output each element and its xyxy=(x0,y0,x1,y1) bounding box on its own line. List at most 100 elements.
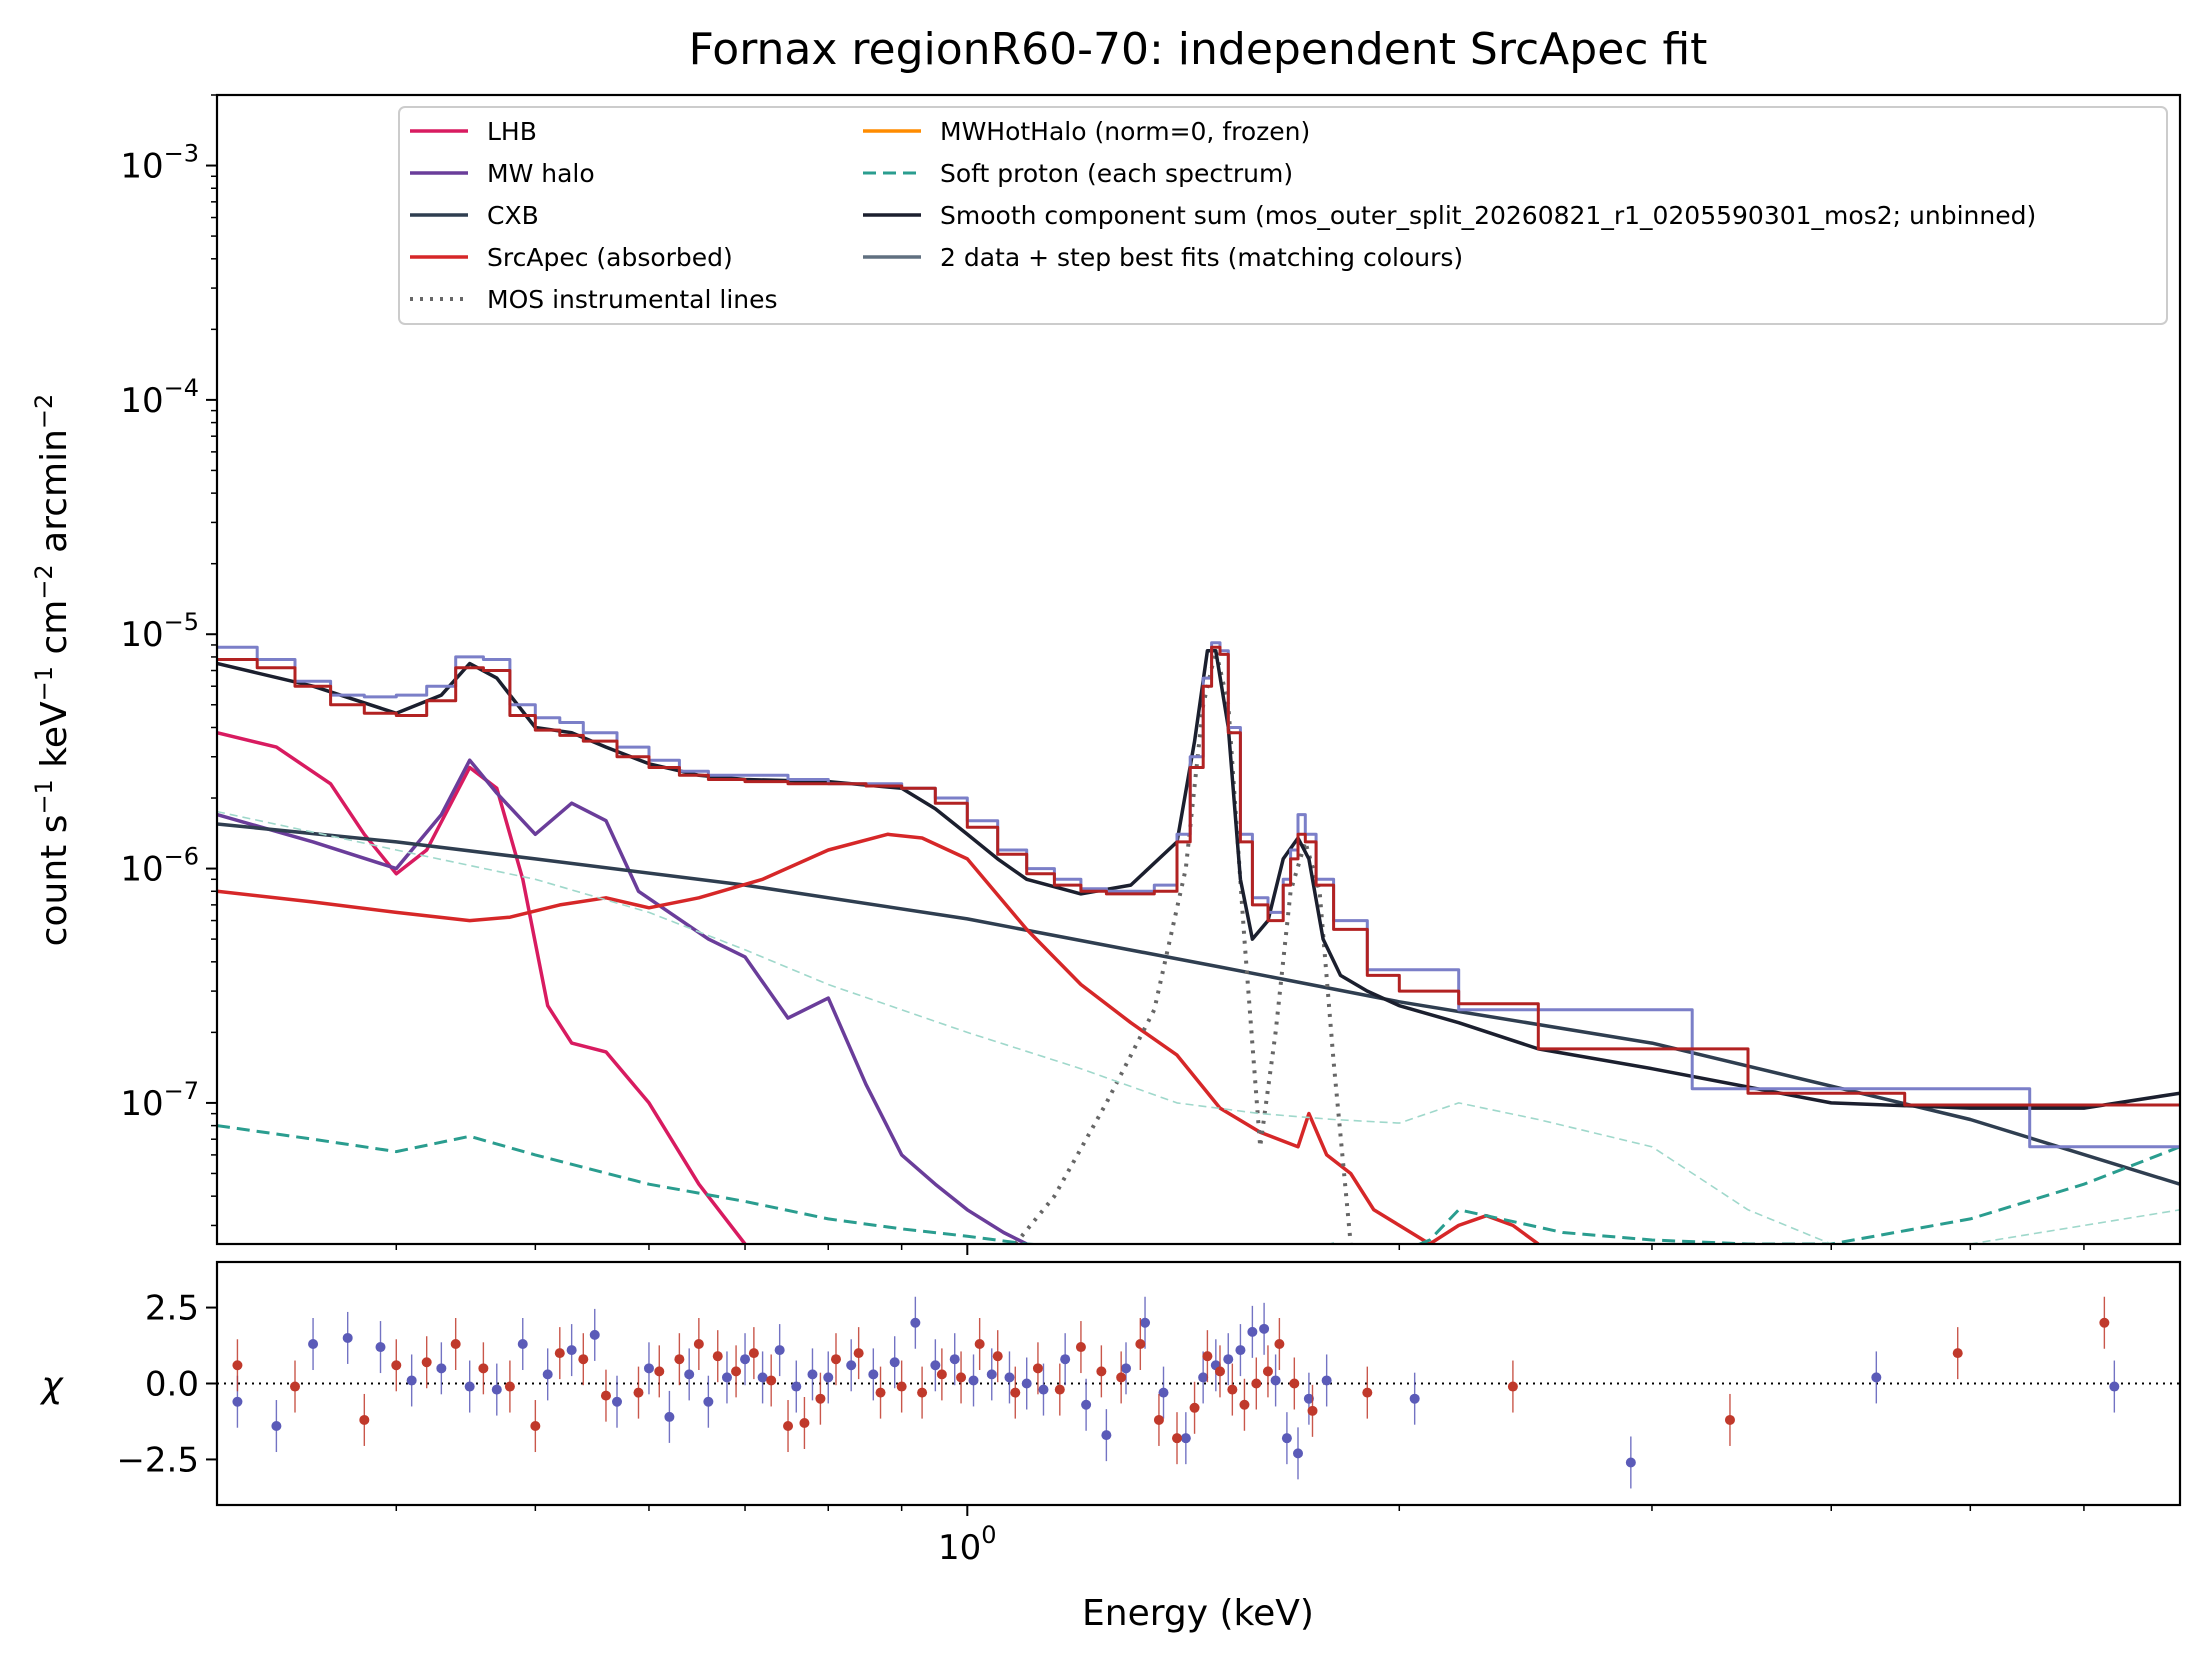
residual-point xyxy=(986,1369,997,1380)
residual-point xyxy=(846,1360,857,1371)
legend-label-srcapec-absorbed: SrcApec (absorbed) xyxy=(487,243,733,272)
residual-point xyxy=(766,1375,777,1386)
residual-point xyxy=(2109,1381,2120,1392)
legend-label-mw-halo: MW halo xyxy=(487,159,595,188)
y-tick-label: 10−4 xyxy=(120,374,199,421)
legend-label-cxb: CXB xyxy=(487,201,539,230)
y-tick-label: 10−5 xyxy=(120,608,199,655)
residual-point xyxy=(491,1384,502,1395)
residual-point xyxy=(1158,1387,1169,1398)
series-line-mw-halo xyxy=(217,758,1028,1244)
residual-point xyxy=(578,1354,589,1365)
residual-point xyxy=(1247,1326,1258,1337)
residual-point xyxy=(1251,1378,1262,1389)
residual-point xyxy=(542,1369,553,1380)
residual-point xyxy=(1140,1317,1151,1328)
residual-point xyxy=(554,1348,565,1359)
residual-point xyxy=(612,1396,623,1407)
residual-point xyxy=(1189,1402,1200,1413)
residual-point xyxy=(478,1363,489,1374)
residual-point xyxy=(1259,1323,1270,1334)
residual-point xyxy=(421,1357,432,1368)
series-line-soft-proton-second-spectrum xyxy=(217,810,2180,1244)
residual-point xyxy=(807,1369,818,1380)
series-line-b22222 xyxy=(217,645,2180,1107)
residual-point xyxy=(1871,1372,1882,1383)
residual-point xyxy=(791,1381,802,1392)
resid-y-tick-label: 2.5 xyxy=(145,1289,199,1329)
chart-title: Fornax regionR60-70: independent SrcApec… xyxy=(689,24,1708,75)
residual-point xyxy=(1135,1339,1146,1350)
residual-point xyxy=(712,1351,723,1362)
residual-point xyxy=(600,1390,611,1401)
residual-point xyxy=(1227,1384,1238,1395)
residual-y-axis: 2.5 0.0 −2.5 xyxy=(116,1289,217,1480)
residual-point xyxy=(1202,1351,1213,1362)
residual-point xyxy=(684,1369,695,1380)
residual-point xyxy=(359,1414,370,1425)
residual-point xyxy=(815,1393,826,1404)
residual-point xyxy=(290,1381,301,1392)
residual-point xyxy=(799,1417,810,1428)
residual-point xyxy=(1952,1348,1963,1359)
residual-point xyxy=(992,1351,1003,1362)
resid-y-tick-label: 0.0 xyxy=(145,1365,199,1405)
y-tick-label: 10−6 xyxy=(120,843,199,890)
residual-point xyxy=(1180,1433,1191,1444)
residual-point xyxy=(748,1348,759,1359)
residual-point xyxy=(830,1354,841,1365)
residual-point xyxy=(875,1387,886,1398)
residual-point xyxy=(530,1421,541,1432)
residual-point xyxy=(2099,1317,2110,1328)
residual-point xyxy=(703,1396,714,1407)
residual-point xyxy=(1625,1457,1636,1468)
residual-point xyxy=(1321,1375,1332,1386)
residual-point xyxy=(868,1369,879,1380)
residual-point xyxy=(1289,1378,1300,1389)
legend-label-soft-proton-each-spectrum: Soft proton (each spectrum) xyxy=(940,159,1293,188)
residual-point xyxy=(232,1396,243,1407)
residual-point xyxy=(1274,1339,1285,1350)
residual-point xyxy=(1021,1378,1032,1389)
x-axis-label: Energy (keV) xyxy=(1082,1593,1314,1634)
main-plot-frame xyxy=(215,93,2182,1246)
legend: LHB MW halo CXB SrcApec (absorbed) MOS instr… xyxy=(398,106,2168,325)
residual-point xyxy=(1032,1363,1043,1374)
residual-point xyxy=(783,1421,794,1432)
residual-point xyxy=(949,1354,960,1365)
residual-point xyxy=(1081,1399,1092,1410)
residual-point xyxy=(910,1317,921,1328)
residual-point xyxy=(643,1363,654,1374)
residual-point xyxy=(566,1345,577,1356)
residual-point xyxy=(391,1360,402,1371)
residual-point xyxy=(664,1411,675,1422)
residual-point xyxy=(823,1372,834,1383)
legend-box xyxy=(398,106,2168,325)
residual-point xyxy=(1262,1366,1273,1377)
legend-label-mos-instrumental-lines: MOS instrumental lines xyxy=(487,285,778,314)
residual-point xyxy=(757,1372,768,1383)
residual-point xyxy=(1198,1372,1209,1383)
series-line-srcapec-absorbed xyxy=(217,832,1540,1244)
residual-point xyxy=(406,1375,417,1386)
residual-point xyxy=(693,1339,704,1350)
residual-point xyxy=(936,1369,947,1380)
residual-point xyxy=(1724,1414,1735,1425)
residual-point xyxy=(633,1387,644,1398)
residual-point xyxy=(1223,1354,1234,1365)
residual-point xyxy=(436,1363,447,1374)
residual-point xyxy=(1281,1433,1292,1444)
residual-point xyxy=(464,1381,475,1392)
residual-point xyxy=(504,1381,515,1392)
residual-point xyxy=(1116,1372,1127,1383)
resid-y-tick-label: −2.5 xyxy=(116,1440,199,1480)
residual-point xyxy=(1307,1405,1318,1416)
series-line-lhb xyxy=(217,730,747,1244)
residual-point xyxy=(674,1354,685,1365)
residual-point xyxy=(1010,1387,1021,1398)
residual-point xyxy=(968,1375,979,1386)
residual-panel: 2.5 0.0 −2.5 100 χ xyxy=(39,1260,2182,1568)
residual-point xyxy=(930,1360,941,1371)
residual-point xyxy=(1239,1399,1250,1410)
